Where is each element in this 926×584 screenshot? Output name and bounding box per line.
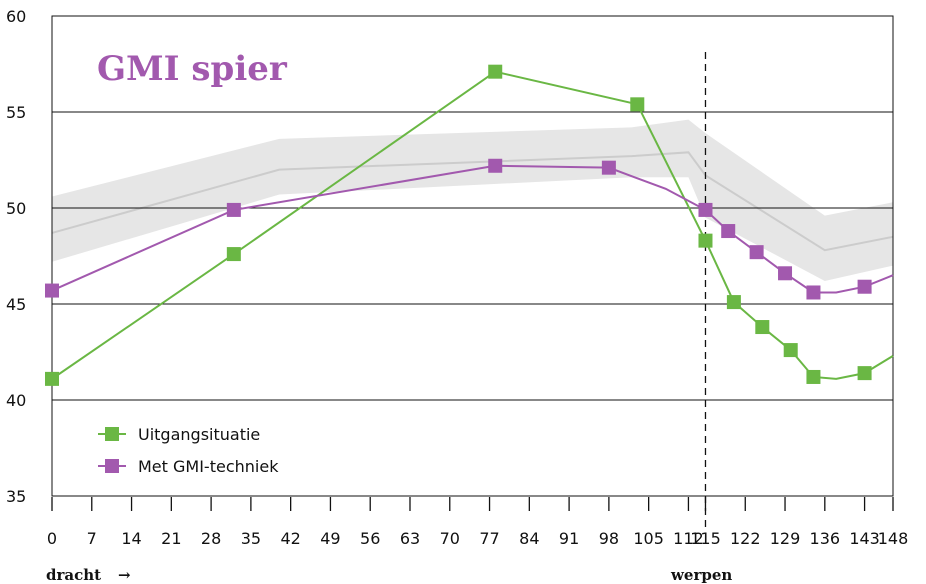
x-axis-arrow: →: [118, 566, 131, 584]
legend-label: Uitgangsituatie: [138, 425, 260, 444]
x-tick-label: 148: [878, 529, 909, 548]
x-tick-label: 70: [440, 529, 460, 548]
x-tick-label: 77: [479, 529, 499, 548]
x-tick-label: 115: [690, 529, 721, 548]
data-point: [630, 97, 645, 112]
plot-border: [51, 15, 894, 497]
data-point: [783, 343, 798, 358]
y-tick-label: 60: [6, 7, 26, 26]
y-tick-label: 45: [6, 295, 26, 314]
data-point: [755, 320, 770, 335]
y-axis: 35 40 45 50 55 60: [6, 7, 26, 506]
series: [45, 64, 894, 386]
x-tick-label: 35: [241, 529, 261, 548]
x-tick-label: 105: [633, 529, 664, 548]
data-point: [601, 160, 616, 175]
series-0: [45, 64, 894, 386]
x-axis-title: dracht: [46, 566, 101, 584]
x-tick-label: 143: [849, 529, 880, 548]
data-point: [698, 233, 713, 248]
chart-title: GMI spier: [97, 49, 288, 89]
data-point: [857, 366, 872, 381]
legend-swatch-marker: [105, 427, 119, 441]
y-tick-label: 55: [6, 103, 26, 122]
data-point: [45, 283, 59, 298]
series-line: [51, 70, 894, 380]
x-tick-label: 7: [87, 529, 97, 548]
x-tick-label: 84: [519, 529, 539, 548]
y-tick-label: 35: [6, 487, 26, 506]
x-tick-label: 0: [47, 529, 57, 548]
data-point: [698, 202, 713, 217]
legend-item-met-gmi-techniek: Met GMI-techniek: [98, 457, 279, 476]
x-tick-label: 112: [673, 529, 704, 548]
data-point: [488, 158, 503, 173]
x-tick-label: 42: [280, 529, 300, 548]
x-tick-label: 14: [121, 529, 141, 548]
x-tick-label: 56: [360, 529, 380, 548]
data-point: [749, 245, 764, 260]
marker-label: werpen: [670, 566, 732, 584]
y-tick-label: 50: [6, 199, 26, 218]
data-point: [488, 64, 503, 79]
legend-swatch-marker: [105, 459, 119, 473]
x-tick-label: 129: [770, 529, 801, 548]
legend: Uitgangsituatie Met GMI-techniek: [98, 425, 279, 476]
x-tick-label: 91: [559, 529, 579, 548]
x-tick-label: 136: [810, 529, 841, 548]
x-tick-label: 122: [730, 529, 761, 548]
x-tick-label: 63: [400, 529, 420, 548]
legend-label: Met GMI-techniek: [138, 457, 279, 476]
x-tick-label: 21: [161, 529, 181, 548]
data-point: [226, 247, 241, 262]
data-point: [778, 266, 793, 281]
x-tick-label: 49: [320, 529, 340, 548]
plot-frame: [51, 15, 894, 497]
grid: [52, 111, 893, 401]
data-point: [857, 279, 872, 294]
data-point: [726, 295, 741, 310]
data-point: [806, 285, 821, 300]
data-point: [226, 202, 241, 217]
series-1: [45, 158, 894, 300]
x-tick-label: 28: [201, 529, 221, 548]
legend-item-uitgangsituatie: Uitgangsituatie: [98, 425, 260, 444]
reference-band-area: [52, 119, 893, 281]
data-point: [45, 371, 59, 386]
y-tick-label: 40: [6, 391, 26, 410]
data-point: [721, 224, 736, 239]
data-point: [806, 369, 821, 384]
x-tick-label: 98: [599, 529, 619, 548]
reference-band-line: [51, 151, 894, 252]
reference-band: [51, 119, 894, 281]
